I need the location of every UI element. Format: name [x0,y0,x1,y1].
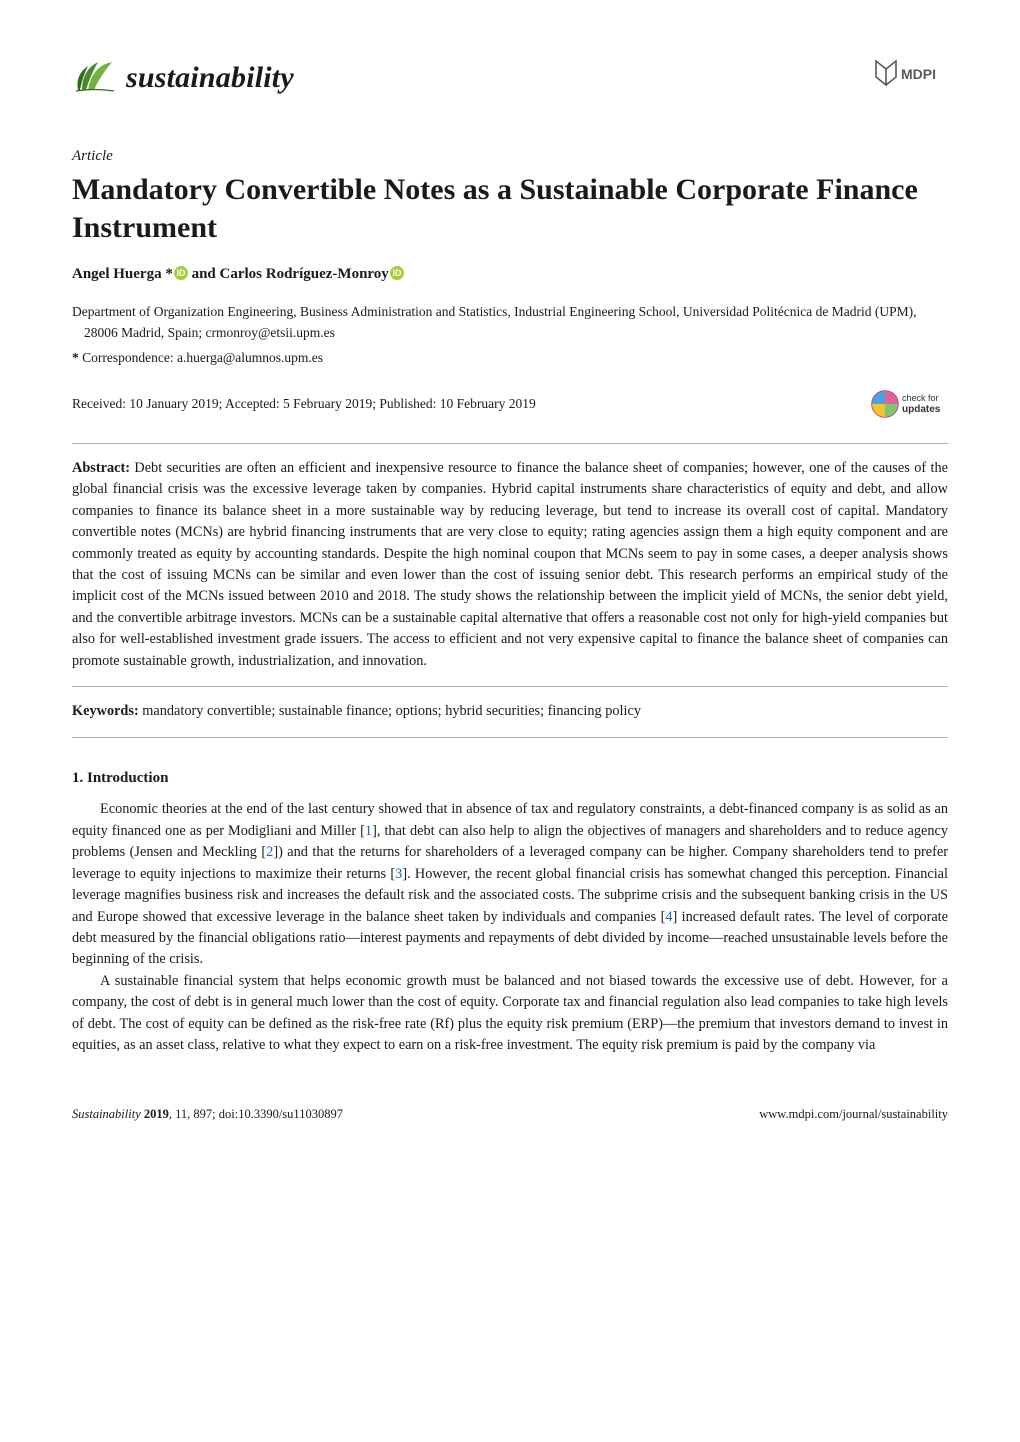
header-bar: sustainability MDPI [72,56,948,100]
section-1-para-2: A sustainable financial system that help… [72,971,948,1057]
ref-link[interactable]: 4 [665,909,672,925]
journal-name: sustainability [126,56,294,100]
keywords-paragraph: Keywords: mandatory convertible; sustain… [72,701,948,722]
footer-left: Sustainability 2019, 11, 897; doi:10.339… [72,1105,343,1123]
svg-text:updates: updates [902,404,941,415]
footer-year: 2019 [144,1107,169,1121]
author-1: Angel Huerga * [72,266,173,282]
abstract-paragraph: Abstract: Debt securities are often an e… [72,458,948,672]
dates-line: Received: 10 January 2019; Accepted: 5 F… [72,394,536,414]
svg-text:check for: check for [902,393,939,403]
abstract-text: Debt securities are often an efficient a… [72,460,948,669]
section-1-para-1: Economic theories at the end of the last… [72,799,948,971]
ref-link[interactable]: 1 [365,823,372,839]
orcid-icon[interactable]: iD [390,266,404,280]
orcid-icon[interactable]: iD [174,266,188,280]
footer-journal: Sustainability [72,1107,144,1121]
leaf-logo-icon [72,60,116,96]
author-separator: and [188,266,220,282]
affiliation: Department of Organization Engineering, … [72,302,948,344]
journal-brand: sustainability [72,56,294,100]
abstract-label: Abstract: [72,460,130,476]
mdpi-logo-icon: MDPI [874,59,948,96]
footer-citation: , 11, 897; doi:10.3390/su11030897 [169,1107,343,1121]
keywords-label: Keywords: [72,703,139,719]
correspondence-marker: * [72,350,79,365]
keywords-text: mandatory convertible; sustainable finan… [142,703,641,719]
correspondence: * Correspondence: a.huerga@alumnos.upm.e… [72,348,948,369]
keywords-block: Keywords: mandatory convertible; sustain… [72,701,948,737]
page-footer: Sustainability 2019, 11, 897; doi:10.339… [72,1105,948,1123]
section-1-body: Economic theories at the end of the last… [72,799,948,1056]
svg-text:MDPI: MDPI [901,66,936,82]
article-title: Mandatory Convertible Notes as a Sustain… [72,171,948,246]
abstract-block: Abstract: Debt securities are often an e… [72,443,948,687]
article-type: Article [72,146,948,168]
journal-url[interactable]: www.mdpi.com/journal/sustainability [759,1107,948,1121]
dates-row: Received: 10 January 2019; Accepted: 5 F… [72,385,948,423]
author-2: Carlos Rodríguez-Monroy [220,266,389,282]
correspondence-text: Correspondence: a.huerga@alumnos.upm.es [82,350,323,365]
authors-line: Angel Huerga *iD and Carlos Rodríguez-Mo… [72,264,948,286]
check-for-updates-badge[interactable]: check for updates [870,385,948,423]
section-1-heading: 1. Introduction [72,768,948,790]
footer-right[interactable]: www.mdpi.com/journal/sustainability [759,1105,948,1123]
